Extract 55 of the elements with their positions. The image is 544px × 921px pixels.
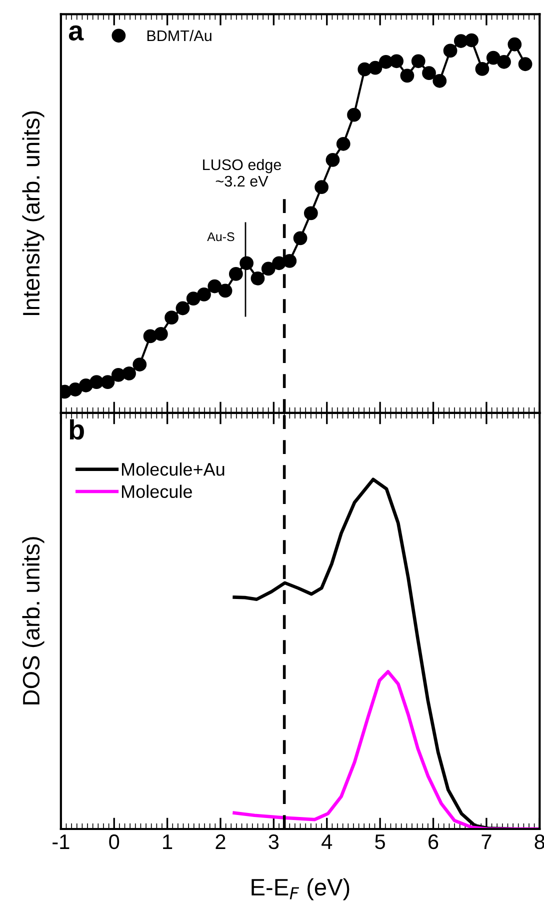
point <box>68 382 82 396</box>
x-tick-label: 7 <box>482 834 492 849</box>
point <box>400 68 414 83</box>
x-tick-label: 3 <box>268 834 279 850</box>
x-tick-label: 4 <box>322 834 332 849</box>
point <box>132 358 147 372</box>
point <box>326 152 340 167</box>
point <box>422 66 436 80</box>
point <box>261 262 276 276</box>
point <box>228 267 243 281</box>
point <box>240 256 254 270</box>
x-tick-label: 2 <box>216 834 226 849</box>
point <box>475 62 490 76</box>
point <box>508 37 522 52</box>
point <box>78 378 93 392</box>
point <box>90 375 104 389</box>
point <box>250 271 265 286</box>
y-axis-title: DOS (arb. units) <box>22 537 44 704</box>
x-tick-label: 0 <box>109 834 120 850</box>
point <box>176 301 190 316</box>
point <box>347 108 361 122</box>
x-tick-label: 6 <box>428 834 438 850</box>
legend-label: Molecule+Au <box>122 462 224 476</box>
point <box>390 54 404 68</box>
point <box>186 292 200 306</box>
point <box>314 180 329 194</box>
y-axis-title: Intensity (arb. units) <box>22 111 44 316</box>
point <box>208 279 222 294</box>
point <box>336 136 350 151</box>
point <box>497 54 511 69</box>
point <box>100 375 115 389</box>
point <box>464 33 479 48</box>
point <box>518 57 532 72</box>
x-tick-label: 1 <box>163 834 172 849</box>
point <box>304 206 318 220</box>
x-tick-label: -1 <box>52 834 70 849</box>
legend-label: BDMT/Au <box>147 30 212 42</box>
point <box>122 366 136 380</box>
point <box>443 44 458 58</box>
x-axis-title: E-E$_{F}$ (eV) <box>252 878 350 900</box>
point <box>164 310 179 325</box>
point <box>293 231 308 246</box>
point <box>368 60 382 75</box>
ref-line-label: LUSO edge ~3.2 eV <box>203 158 281 187</box>
annotation: a <box>68 25 84 41</box>
point <box>486 50 500 65</box>
x-tick-label: 5 <box>375 834 385 850</box>
legend-label: Molecule <box>122 484 192 498</box>
annotation: Au-S <box>207 232 234 242</box>
text: b <box>70 419 84 440</box>
point <box>197 288 211 302</box>
point <box>154 327 168 341</box>
point <box>432 74 447 88</box>
point <box>411 54 426 68</box>
point <box>218 284 232 298</box>
